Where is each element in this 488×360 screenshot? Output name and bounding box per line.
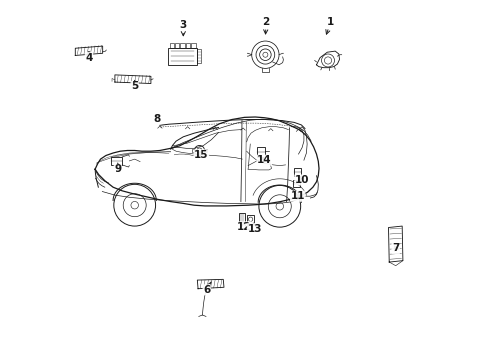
Text: 9: 9 [114, 163, 121, 174]
Bar [185, 43, 190, 48]
Text: 5: 5 [131, 81, 138, 91]
Text: 4: 4 [85, 52, 93, 63]
Bar [110, 157, 122, 165]
Bar [239, 213, 244, 222]
Bar [197, 49, 201, 63]
Bar [175, 43, 179, 48]
Text: 8: 8 [153, 114, 161, 124]
Text: 7: 7 [391, 243, 399, 253]
Bar [169, 43, 174, 48]
Text: 12: 12 [236, 222, 250, 232]
Bar [247, 215, 253, 224]
Text: 10: 10 [294, 175, 309, 185]
Text: 6: 6 [203, 282, 211, 295]
Bar [257, 147, 264, 157]
Text: 1: 1 [325, 17, 334, 34]
Bar [168, 48, 197, 65]
Text: 13: 13 [247, 223, 261, 234]
Text: 3: 3 [179, 20, 186, 36]
Bar [191, 43, 195, 48]
Bar [180, 43, 184, 48]
Bar [292, 180, 299, 187]
Text: 14: 14 [257, 155, 271, 165]
Text: 15: 15 [194, 150, 208, 160]
Text: 11: 11 [290, 191, 305, 201]
Bar [294, 168, 300, 176]
Text: 2: 2 [262, 17, 269, 34]
